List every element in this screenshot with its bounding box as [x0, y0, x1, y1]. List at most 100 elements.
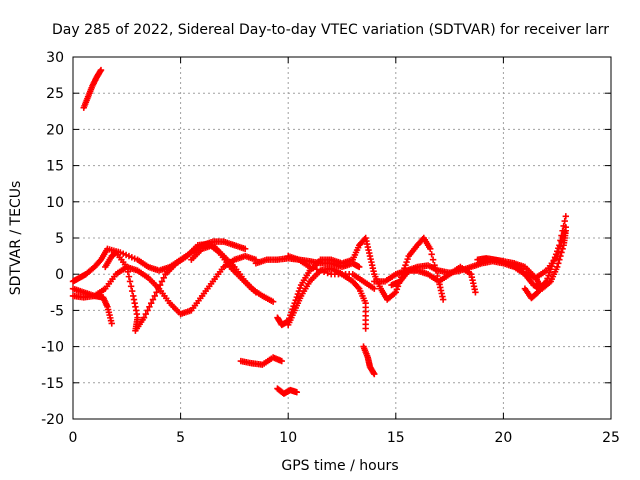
y-tick-label: -20 — [41, 412, 64, 428]
y-tick-label: 20 — [46, 122, 64, 138]
data-point — [278, 357, 285, 365]
data-points — [69, 66, 570, 397]
x-tick-label: 25 — [602, 430, 620, 446]
data-point — [472, 289, 479, 296]
data-point — [546, 269, 553, 276]
data-point — [427, 245, 434, 253]
data-point — [108, 320, 115, 327]
data-point — [562, 227, 570, 234]
data-point — [151, 292, 158, 300]
y-tick-label: -10 — [41, 340, 64, 356]
y-tick-label: 0 — [55, 267, 64, 283]
data-point — [545, 272, 552, 279]
data-point — [293, 293, 301, 301]
data-point — [144, 307, 151, 314]
data-point — [547, 266, 554, 273]
data-point — [559, 245, 566, 253]
data-point — [371, 285, 378, 292]
grid-lines — [73, 57, 611, 419]
axes — [72, 56, 612, 420]
y-axis-label: SDTVAR / TECUs — [8, 181, 24, 296]
data-point — [402, 261, 409, 269]
series-arc-m — [360, 343, 378, 378]
data-point — [317, 267, 324, 274]
y-tick-label: 5 — [55, 231, 64, 247]
series-arc-o — [388, 263, 479, 296]
data-point — [160, 274, 167, 282]
data-point — [404, 255, 411, 263]
data-point — [554, 263, 561, 271]
data-point — [293, 389, 301, 396]
data-point — [552, 251, 560, 258]
series-arc-b — [69, 285, 115, 327]
data-point — [149, 296, 157, 303]
data-point — [439, 296, 447, 303]
data-point — [549, 260, 557, 267]
series-arc-g — [237, 354, 285, 368]
data-point — [123, 263, 130, 271]
data-point — [558, 249, 565, 256]
data-point — [127, 283, 135, 290]
data-point — [155, 285, 162, 292]
data-point — [241, 245, 249, 253]
data-point — [429, 256, 437, 263]
data-point — [146, 303, 153, 310]
data-point — [556, 256, 563, 263]
data-point — [371, 370, 378, 378]
y-tick-label: -15 — [41, 376, 64, 392]
data-point — [140, 314, 148, 321]
data-point — [393, 286, 401, 293]
x-tick-label: 5 — [176, 430, 185, 446]
series-arc-a — [80, 66, 105, 111]
series-arc-r — [521, 278, 550, 302]
x-tick-label: 0 — [69, 430, 78, 446]
data-point — [125, 273, 133, 280]
data-point — [306, 263, 313, 271]
data-point — [543, 278, 550, 285]
data-point — [313, 266, 321, 273]
data-point — [548, 263, 556, 270]
data-point — [128, 287, 136, 295]
data-point — [392, 289, 399, 296]
data-point — [356, 263, 363, 271]
data-point — [156, 281, 164, 289]
data-point — [158, 278, 166, 285]
data-point — [551, 254, 559, 261]
data-point — [557, 252, 564, 260]
series-arc-l — [285, 252, 378, 292]
chart-title: Day 285 of 2022, Sidereal Day-to-day VTE… — [52, 22, 609, 38]
data-point — [561, 217, 568, 225]
data-point — [252, 289, 260, 296]
data-point — [562, 213, 570, 220]
data-point — [153, 289, 160, 296]
data-point — [296, 284, 304, 292]
y-tick-label: 15 — [46, 159, 64, 175]
y-tick-label: 25 — [46, 86, 64, 102]
series-arc-c — [69, 238, 249, 285]
series-arc-f — [188, 242, 260, 296]
data-point — [554, 248, 561, 255]
data-point — [269, 298, 277, 305]
data-point — [354, 284, 362, 291]
y-tick-label: -5 — [50, 303, 64, 319]
data-point — [428, 251, 435, 258]
y-tick-label: 30 — [46, 50, 64, 66]
tick-labels: 0 5 10 15 20 25 -20 -15 -10 -5 0 5 10 15 20 25 30 — [41, 50, 620, 446]
x-tick-label: 20 — [494, 430, 512, 446]
series-arc-p — [474, 213, 570, 292]
y-tick-label: 10 — [46, 195, 64, 211]
data-point — [550, 257, 558, 264]
data-point — [560, 222, 567, 230]
x-tick-label: 10 — [279, 430, 297, 446]
data-point — [124, 268, 132, 275]
x-axis-label: GPS time / hours — [281, 458, 398, 474]
data-point — [362, 325, 369, 332]
series-arc-h — [274, 385, 301, 397]
data-point — [310, 264, 317, 272]
data-point — [126, 278, 134, 285]
data-point — [324, 269, 331, 277]
data-point — [147, 299, 155, 307]
data-point — [97, 66, 105, 74]
data-point — [320, 268, 328, 275]
